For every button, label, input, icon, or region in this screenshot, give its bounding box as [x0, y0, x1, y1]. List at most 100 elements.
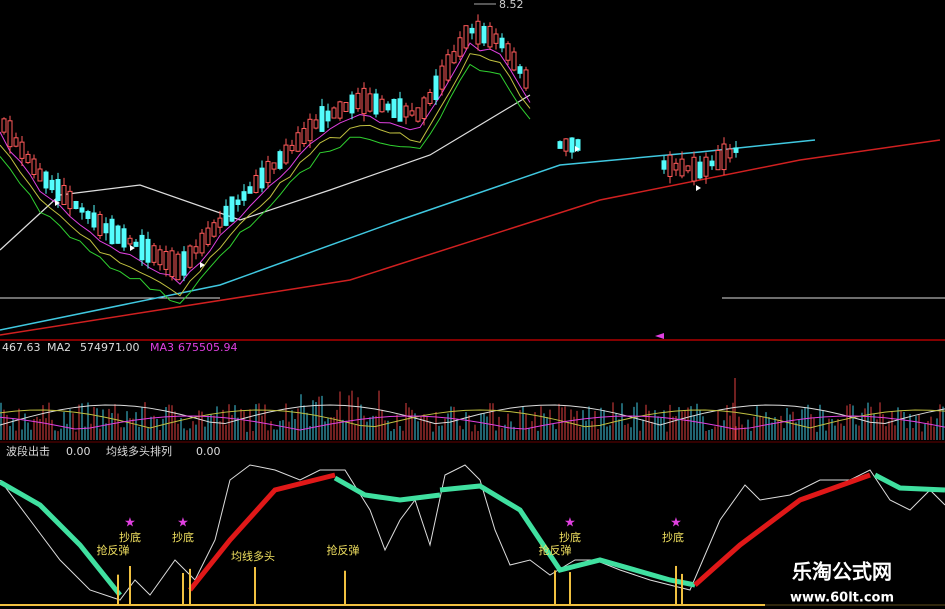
indicator-name: 波段出击 [6, 444, 50, 458]
signal-star: ★ [177, 516, 189, 531]
candle-body [163, 251, 169, 270]
candle-body [697, 161, 703, 179]
signal-star: ★ [564, 516, 576, 531]
candle-body [229, 196, 235, 222]
candle-body [563, 138, 569, 152]
candle-body [301, 127, 307, 145]
candle-body [673, 162, 679, 171]
candle-body [265, 160, 271, 184]
candle-body [61, 185, 67, 205]
arrow-marker [575, 146, 580, 152]
candle-body [445, 54, 451, 81]
signal-star: ★ [670, 516, 682, 531]
candle-body [115, 225, 121, 244]
volume-ma-name: MA3 [150, 341, 174, 354]
indicator-trend [188, 472, 336, 592]
candle-body [313, 119, 319, 129]
candle-body [575, 139, 581, 151]
arrow-marker [130, 245, 135, 251]
candle-body [469, 27, 475, 34]
arrow-marker [55, 200, 60, 206]
candle-body [145, 238, 151, 263]
candle-body [151, 245, 157, 263]
moving-average [0, 139, 941, 336]
candle-body [457, 37, 463, 57]
candle-body [1, 118, 7, 133]
candle-body [505, 43, 511, 61]
indicator-line [0, 464, 945, 601]
candle-body [193, 246, 199, 254]
moving-average [0, 53, 531, 297]
candle-body [241, 191, 247, 201]
candle-body [661, 160, 667, 170]
candle-body [205, 227, 211, 245]
candle-body [169, 250, 175, 278]
candle-body [43, 171, 49, 189]
indicator-trend [0, 479, 122, 597]
candle-body [349, 94, 355, 114]
candle-body [91, 212, 97, 228]
candle-body [307, 118, 313, 142]
candle-body [397, 98, 403, 122]
candle-body [85, 211, 91, 219]
rebound-label: 抢反弹 [539, 543, 572, 557]
indicator-trend [439, 483, 696, 588]
candle-body [247, 186, 253, 194]
candle-body [133, 241, 139, 247]
candle-body [19, 141, 25, 159]
candle-body [721, 143, 727, 171]
candle-body [181, 251, 187, 276]
volume-value: 467.63 [2, 341, 41, 354]
candle-body [337, 101, 343, 119]
rebound-label: 抢反弹 [97, 543, 130, 557]
candle-body [439, 65, 445, 90]
candle-body [557, 141, 563, 149]
indicator-value: 0.00 [66, 445, 91, 458]
candle-body [139, 234, 145, 261]
candle-body [187, 245, 193, 268]
watermark-box [765, 556, 945, 609]
candle-body [49, 179, 55, 191]
arrow-marker [696, 185, 701, 191]
indicator-panel: ★ ★ ★ ★ [0, 464, 945, 606]
candle-body [733, 147, 739, 153]
candle-body [715, 149, 721, 171]
candle-body [475, 20, 481, 45]
candle-body [727, 148, 733, 159]
candle-body [103, 223, 109, 234]
candle-body [373, 93, 379, 115]
candle-body [451, 51, 457, 64]
signal-label: 抄底 [119, 530, 141, 544]
candle-body [409, 110, 415, 116]
candle-body [685, 165, 691, 172]
candle-body [31, 158, 37, 175]
candle-body [295, 132, 301, 152]
candle-body [667, 154, 673, 177]
candle-body [569, 137, 575, 153]
indicator-value: 0.00 [196, 445, 221, 458]
candle-body [73, 201, 79, 209]
candle-body [289, 144, 295, 152]
candle-body [355, 92, 361, 110]
candle-body [709, 160, 715, 167]
candle-body [385, 103, 391, 111]
candle-body [517, 66, 523, 74]
candle-body [325, 110, 331, 122]
candle-body [379, 98, 385, 113]
candle-body [367, 93, 373, 112]
arrow-marker [200, 262, 205, 268]
candle-body [481, 25, 487, 44]
volume-ma-name: MA2 [47, 341, 71, 354]
candle-body [463, 25, 469, 49]
candle-body [499, 37, 505, 49]
indicator-trend [333, 475, 441, 503]
volume-ma [0, 415, 945, 431]
volume-panel [0, 378, 945, 440]
signal-label: 抄底 [559, 530, 581, 544]
candle-body [691, 156, 697, 182]
candle-body [217, 217, 223, 228]
candle-body [361, 87, 367, 115]
candle-body [331, 107, 337, 119]
volume-ma-value: 675505.94 [178, 341, 238, 354]
